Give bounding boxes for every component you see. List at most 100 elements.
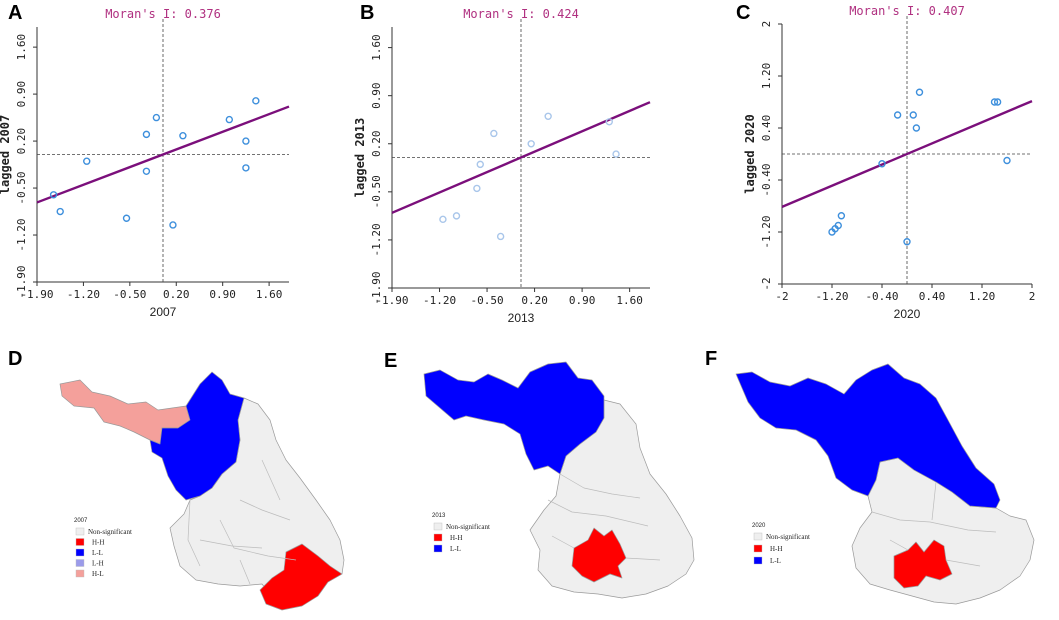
data-point [142, 130, 151, 139]
y-axis-label: lagged 2013 [353, 118, 367, 197]
x-tick-label: -1.90 [375, 294, 408, 307]
y-tick-label: -1.90 [370, 271, 383, 304]
data-point [544, 112, 552, 120]
data-point [878, 160, 886, 168]
legend-swatch [753, 532, 763, 541]
data-point [179, 132, 187, 140]
map-d [59, 371, 345, 611]
data-point [452, 212, 461, 220]
data-point [142, 167, 151, 175]
scatter-chart-a: -1.90 -1.20 -0.50 0.20 0.90 1.60 -1.90 -1.20 -0.… [0, 7, 290, 319]
map-d-hh-region [259, 543, 343, 611]
x-tick-label: -1.20 [67, 288, 100, 301]
legend-label: L-L [92, 549, 103, 557]
legend-swatch [433, 522, 443, 531]
legend-label: Non-significant [766, 533, 810, 541]
data-point [242, 164, 250, 172]
x-tick-label: -2 [775, 290, 788, 303]
data-point [476, 160, 484, 169]
y-tick-label: 0.20 [370, 131, 383, 158]
x-tick-label: 0.20 [163, 288, 190, 301]
y-tick-label: -1.90 [15, 265, 28, 298]
y-tick-label: 1.20 [760, 63, 773, 90]
map-legends: 2007Non-significantH-HL-LL-HH-L2013Non-s… [74, 513, 810, 578]
y-tick-label: 0.90 [370, 82, 383, 109]
x-axis-label: 2013 [508, 311, 535, 325]
y-tick-label: -0.50 [15, 171, 28, 204]
data-point [152, 113, 161, 122]
y-tick-label: 1.60 [15, 34, 28, 61]
y-tick-label: -0.50 [370, 175, 383, 208]
map-e-ll-region [423, 361, 605, 475]
panel-label-e: E [384, 350, 398, 372]
data-point [612, 150, 620, 158]
panel-label-d: D [8, 348, 23, 370]
x-tick-label: 0.90 [209, 288, 236, 301]
map-e [423, 361, 695, 599]
x-tick-label: 0.40 [919, 290, 946, 303]
panel-label-a: A [8, 2, 23, 24]
data-point [83, 157, 91, 165]
legend-swatch [75, 527, 85, 536]
data-point [49, 191, 58, 199]
y-tick-label: -0.40 [760, 163, 773, 196]
legend-swatch [433, 544, 443, 553]
legend-label: L-H [92, 560, 104, 568]
map-f [735, 363, 1035, 605]
data-point [834, 221, 842, 230]
regression-line [781, 99, 1033, 209]
chart-title: Moran's I: 0.376 [105, 7, 221, 21]
legend-swatch [433, 533, 443, 542]
x-axis-label: 2020 [894, 307, 921, 321]
data-point [993, 98, 1002, 106]
x-tick-label: 1.20 [969, 290, 996, 303]
legend-label: Non-significant [88, 528, 132, 536]
x-axis-label: 2007 [150, 305, 177, 319]
chart-title: Moran's I: 0.407 [849, 4, 965, 18]
moran-scatter-charts: -1.90 -1.20 -0.50 0.20 0.90 1.60 -1.90 -1.20 -0.… [0, 4, 1035, 325]
legend-swatch [753, 556, 763, 565]
map-d-ll-region [149, 371, 245, 501]
y-tick-label: 2 [760, 21, 773, 28]
y-tick-label: 0.40 [760, 115, 773, 142]
panel-label-b: B [360, 2, 375, 24]
legend-swatch [75, 548, 85, 557]
panel-label-c: C [736, 2, 751, 24]
legend-label: H-H [92, 539, 104, 547]
x-tick-label: -1.20 [815, 290, 848, 303]
x-tick-label: -0.50 [113, 288, 146, 301]
map-e-hh-region [571, 527, 627, 583]
legend-label: L-L [450, 545, 461, 553]
data-point [439, 215, 447, 224]
scatter-chart-c: -2 -1.20 -0.40 0.40 1.20 2 -2 -1.20 -0.40 0.40 1.2… [743, 4, 1035, 321]
data-point [527, 140, 535, 148]
data-point [915, 88, 924, 96]
legend-label: H-L [92, 570, 104, 578]
y-tick-label: 0.20 [15, 128, 28, 155]
x-tick-label: 0.20 [521, 294, 548, 307]
map-f-ll-region [735, 363, 1001, 509]
data-point [252, 97, 260, 105]
panel-label-f: F [705, 348, 718, 370]
data-point [169, 221, 177, 229]
data-point [909, 111, 917, 119]
x-tick-label: -1.90 [20, 288, 53, 301]
y-tick-label: -1.20 [760, 215, 773, 248]
legend-swatch [75, 538, 85, 546]
x-tick-label: 1.60 [256, 288, 283, 301]
data-point [490, 129, 498, 138]
y-tick-label: -1.20 [370, 223, 383, 256]
legend-swatch [75, 569, 85, 578]
data-point [605, 118, 613, 126]
legend-year: 2020 [752, 523, 766, 529]
y-axis-label: lagged 2020 [743, 114, 757, 193]
legend-label: H-H [770, 545, 782, 553]
x-tick-label: -1.20 [423, 294, 456, 307]
chart-title: Moran's I: 0.424 [463, 7, 579, 21]
x-tick-label: -0.50 [470, 294, 503, 307]
x-tick-label: -0.40 [865, 290, 898, 303]
